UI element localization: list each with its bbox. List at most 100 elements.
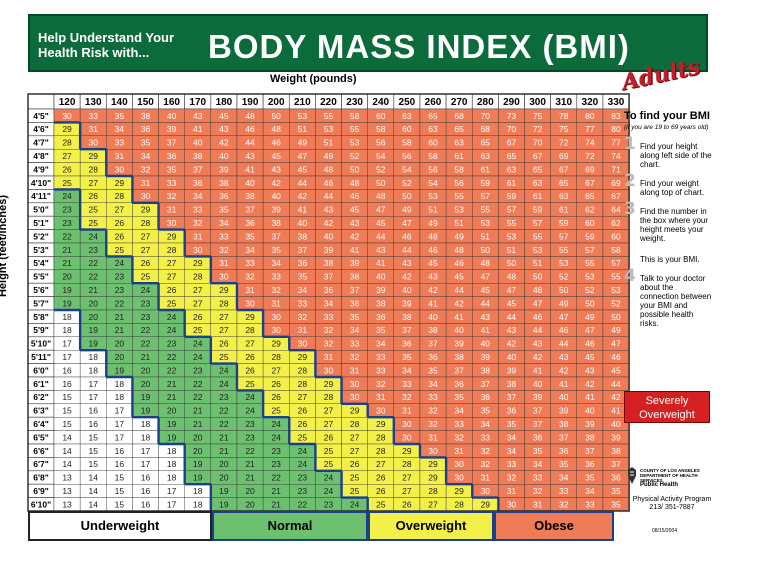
program-phone: 213/ 351-7887 <box>649 504 695 511</box>
bmi-value: 72 <box>585 151 595 161</box>
height-header-label: 6'10" <box>31 499 51 509</box>
bmi-value: 35 <box>611 486 621 496</box>
bmi-value: 34 <box>245 245 255 255</box>
bmi-value: 17 <box>88 379 98 389</box>
bmi-value: 31 <box>115 151 125 161</box>
bmi-value: 35 <box>219 205 229 215</box>
bmi-value: 15 <box>115 486 125 496</box>
bmi-value: 68 <box>481 124 491 134</box>
bmi-value: 54 <box>376 151 386 161</box>
bmi-value: 22 <box>62 231 72 241</box>
bmi-value: 16 <box>115 446 125 456</box>
bmi-value: 49 <box>559 298 569 308</box>
weight-header-label: 170 <box>189 97 206 108</box>
bmi-value: 20 <box>88 312 98 322</box>
bmi-value: 69 <box>559 151 569 161</box>
bmi-value: 43 <box>376 245 386 255</box>
bmi-value: 38 <box>350 272 360 282</box>
bmi-value: 55 <box>611 272 621 282</box>
bmi-value: 35 <box>507 419 517 429</box>
bmi-value: 71 <box>611 164 621 174</box>
bmi-value: 34 <box>350 325 360 335</box>
bmi-value: 44 <box>481 298 491 308</box>
banner-title: BODY MASS INDEX (BMI) <box>208 28 630 65</box>
bmi-value: 32 <box>428 419 438 429</box>
bmi-value: 33 <box>559 486 569 496</box>
bmi-value: 31 <box>141 178 151 188</box>
height-header-label: 5'8" <box>33 312 49 322</box>
bmi-value: 54 <box>428 178 438 188</box>
bmi-value: 14 <box>88 499 98 509</box>
bmi-value: 43 <box>193 111 203 121</box>
bmi-value: 80 <box>585 111 595 121</box>
bmi-value: 41 <box>193 124 203 134</box>
bmi-value: 32 <box>193 218 203 228</box>
bmi-value: 34 <box>324 298 334 308</box>
bmi-value: 23 <box>62 218 72 228</box>
bmi-value: 35 <box>611 499 621 509</box>
bmi-value: 67 <box>559 164 569 174</box>
weight-header-label: 260 <box>425 97 442 108</box>
bmi-value: 43 <box>219 124 229 134</box>
bmi-value: 50 <box>585 298 595 308</box>
height-header-label: 5'5" <box>33 272 49 282</box>
bmi-value: 46 <box>454 258 464 268</box>
height-header-label: 6'2" <box>33 392 49 402</box>
header-corner-cell <box>27 93 55 110</box>
bmi-value: 25 <box>62 178 72 188</box>
bmi-value: 35 <box>167 164 177 174</box>
bmi-value: 23 <box>298 486 308 496</box>
bmi-value: 32 <box>481 446 491 456</box>
bmi-value: 45 <box>481 285 491 295</box>
bmi-value: 19 <box>88 339 98 349</box>
bmi-value: 17 <box>115 406 125 416</box>
bmi-value: 57 <box>585 245 595 255</box>
bmi-value: 78 <box>559 111 569 121</box>
bmi-value: 29 <box>271 339 281 349</box>
bmi-value: 27 <box>88 178 98 188</box>
bmi-value: 19 <box>193 459 203 469</box>
bmi-value: 52 <box>376 164 386 174</box>
bmi-value: 33 <box>167 178 177 188</box>
bmi-value: 29 <box>428 459 438 469</box>
bmi-value: 39 <box>402 298 412 308</box>
bmi-value: 55 <box>507 218 517 228</box>
bmi-value: 28 <box>141 218 151 228</box>
bmi-value: 20 <box>245 499 255 509</box>
bmi-value: 31 <box>481 473 491 483</box>
bmi-value: 24 <box>350 499 360 509</box>
bmi-value: 30 <box>402 419 412 429</box>
bmi-value: 35 <box>376 325 386 335</box>
bmi-value: 45 <box>219 111 229 121</box>
height-header-label: 4'9" <box>33 164 49 174</box>
bmi-value: 18 <box>193 499 203 509</box>
bmi-value: 58 <box>454 164 464 174</box>
bmi-value: 45 <box>585 352 595 362</box>
bmi-value: 35 <box>245 231 255 241</box>
bmi-value: 69 <box>585 164 595 174</box>
bmi-value: 38 <box>219 178 229 188</box>
bmi-value: 34 <box>507 446 517 456</box>
bmi-value: 19 <box>219 499 229 509</box>
bmi-value: 13 <box>62 499 72 509</box>
bmi-value: 35 <box>533 446 543 456</box>
instructions-title: To find your BMI <box>624 110 710 122</box>
bmi-value: 18 <box>167 446 177 456</box>
bmi-value: 20 <box>245 486 255 496</box>
bmi-value: 43 <box>350 218 360 228</box>
bmi-value: 27 <box>115 205 125 215</box>
bmi-value: 35 <box>298 272 308 282</box>
bmi-value: 33 <box>271 272 281 282</box>
bmi-value: 42 <box>533 352 543 362</box>
bmi-value: 19 <box>62 298 72 308</box>
bmi-value: 26 <box>115 231 125 241</box>
bmi-value: 24 <box>271 432 281 442</box>
bmi-value: 37 <box>298 245 308 255</box>
severely-overweight-badge: Severely Overweight <box>624 391 710 423</box>
bmi-value: 40 <box>533 379 543 389</box>
bmi-value: 23 <box>62 205 72 215</box>
bmi-value: 43 <box>402 258 412 268</box>
bmi-value: 37 <box>611 459 621 469</box>
bmi-value: 31 <box>533 499 543 509</box>
bmi-value: 49 <box>324 151 334 161</box>
